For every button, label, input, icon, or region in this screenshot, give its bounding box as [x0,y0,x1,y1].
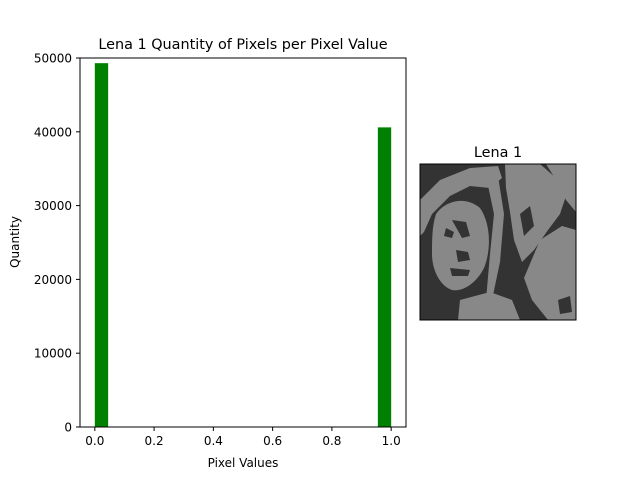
histogram-chart: Lena 1 Quantity of Pixels per Pixel Valu… [8,37,407,470]
x-tick-label: 0.2 [145,434,164,448]
y-tick-label: 30000 [34,199,72,213]
y-axis-ticks: 0 10000 20000 30000 40000 50000 [34,52,80,435]
plot-frame [79,57,407,428]
y-tick-label: 50000 [34,52,72,66]
x-tick-label: 0.0 [85,434,104,448]
x-tick-label: 0.4 [204,434,223,448]
x-tick-label: 0.8 [322,434,341,448]
x-tick-label: 0.6 [263,434,282,448]
image-title: Lena 1 [474,145,522,161]
chart-title: Lena 1 Quantity of Pixels per Pixel Valu… [98,37,387,53]
y-tick-label: 10000 [34,347,72,361]
y-tick-label: 20000 [34,273,72,287]
x-tick-label: 1.0 [382,434,401,448]
x-axis-label: Pixel Values [208,456,279,470]
binary-portrait-image [419,163,577,321]
y-tick-label: 40000 [34,125,72,139]
bar-1 [377,127,392,427]
y-axis-label: Quantity [8,216,22,268]
bars [94,63,392,427]
bar-0 [94,63,109,427]
image-panel: Lena 1 [419,145,577,321]
y-tick-label: 0 [64,421,72,435]
x-axis-ticks: 0.0 0.2 0.4 0.6 0.8 1.0 [85,427,401,448]
